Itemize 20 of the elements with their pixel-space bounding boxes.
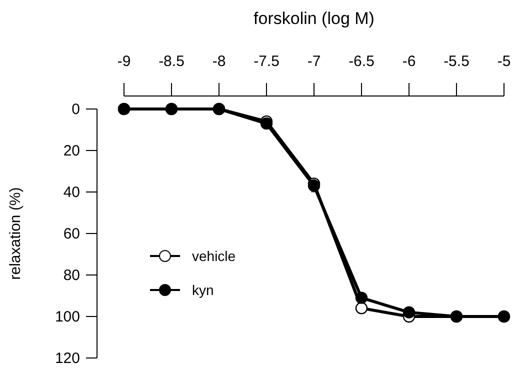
y-tick-label: 20: [63, 142, 80, 160]
y-tick-label: 40: [63, 184, 80, 201]
x-tick-label: -5.5: [444, 53, 470, 70]
y-axis-title: relaxation (%): [7, 187, 24, 280]
y-tick-label: 120: [54, 350, 80, 367]
x-tick-label: -7.5: [254, 53, 280, 70]
y-tick-label: 100: [54, 308, 80, 326]
x-tick-label: -6: [402, 53, 416, 70]
x-tick-label: -7: [307, 53, 321, 70]
x-tick-label: -8.5: [158, 53, 184, 70]
legend-label: vehicle: [192, 248, 236, 264]
y-tick-label: 60: [63, 226, 80, 242]
y-tick-label: 80: [63, 267, 80, 284]
x-tick-label: -8: [212, 53, 226, 70]
y-tick-label: 0: [72, 101, 80, 118]
x-tick-label: -9: [117, 53, 131, 70]
x-tick-label: -6.5: [348, 53, 374, 70]
legend-label: kyn: [192, 282, 214, 298]
x-tick-label: -5: [497, 53, 511, 70]
x-axis-title: forskolin (log M): [254, 9, 374, 28]
